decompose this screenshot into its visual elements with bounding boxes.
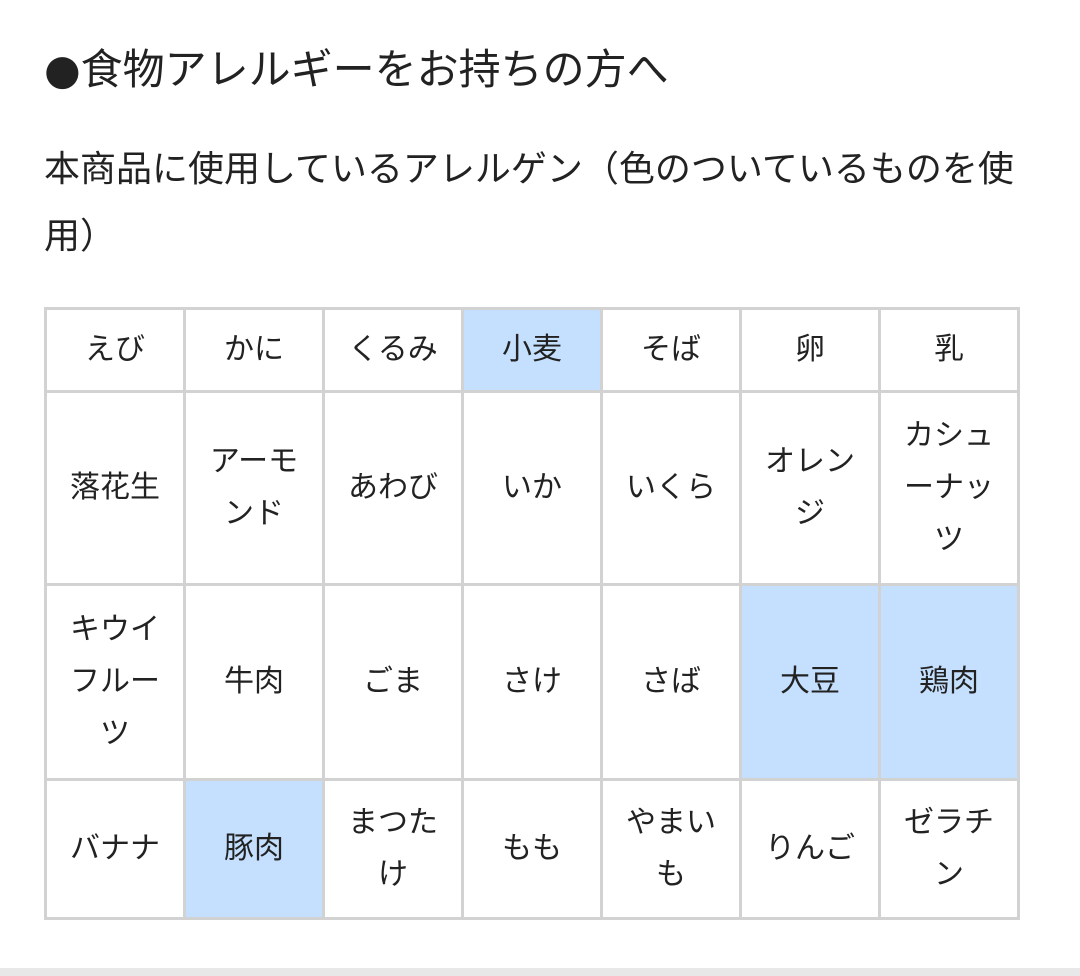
allergen-table: えび かに くるみ 小麦 そば 卵 乳落花生 アーモンド あわび いか いくら オレンジ カシューナッツ… xyxy=(44,307,1020,920)
allergen-cell: バナナ xyxy=(44,778,186,920)
allergen-cell: ごま xyxy=(322,583,464,781)
table-row: えび かに くるみ 小麦 そば 卵 乳 xyxy=(44,307,1020,393)
allergen-cell-used: 大豆 xyxy=(739,583,881,781)
allergen-name: さけ xyxy=(502,664,562,699)
allergen-cell-used: 豚肉 xyxy=(183,778,325,920)
allergen-name: ゼラチン xyxy=(904,805,994,892)
allergen-cell: りんご xyxy=(739,778,881,920)
allergen-cell: 乳 xyxy=(878,307,1020,393)
allergen-name: 落花生 xyxy=(70,470,160,505)
allergen-cell: そば xyxy=(600,307,742,393)
allergen-cell: もも xyxy=(461,778,603,920)
allergen-cell: 卵 xyxy=(739,307,881,393)
divider xyxy=(0,968,1080,976)
allergen-cell: あわび xyxy=(322,390,464,586)
allergen-cell: やまいも xyxy=(600,778,742,920)
allergen-cell: ゼラチン xyxy=(878,778,1020,920)
allergen-name: キウイフルーツ xyxy=(70,612,160,751)
allergen-cell: 牛肉 xyxy=(183,583,325,781)
allergen-cell: かに xyxy=(183,307,325,393)
allergen-cell: いくら xyxy=(600,390,742,586)
allergen-cell: まつたけ xyxy=(322,778,464,920)
allergen-name: えび xyxy=(85,332,145,367)
allergen-name: 大豆 xyxy=(780,664,840,699)
allergen-name: いくら xyxy=(626,470,716,505)
allergen-cell: オレンジ xyxy=(739,390,881,586)
table-row: キウイフルーツ 牛肉 ごま さけ さば 大豆 鶏肉 xyxy=(44,583,1020,781)
allergen-cell: くるみ xyxy=(322,307,464,393)
allergen-name: アーモンド xyxy=(209,444,299,531)
allergen-name: カシューナッツ xyxy=(904,418,994,557)
allergen-cell: えび xyxy=(44,307,186,393)
allergen-name: そば xyxy=(641,332,701,367)
allergen-cell-used: 鶏肉 xyxy=(878,583,1020,781)
allergen-name: りんご xyxy=(765,831,855,866)
allergen-name: 小麦 xyxy=(502,332,562,367)
allergen-name: くるみ xyxy=(348,332,438,367)
allergen-name: まつたけ xyxy=(348,805,438,892)
allergen-name: やまいも xyxy=(626,805,716,892)
allergen-cell-used: 小麦 xyxy=(461,307,603,393)
allergen-cell: カシューナッツ xyxy=(878,390,1020,586)
page-title: ●食物アレルギーをお持ちの方へ xyxy=(44,45,669,94)
allergen-name: あわび xyxy=(348,470,438,505)
allergen-name: さば xyxy=(641,664,701,699)
allergen-cell: さけ xyxy=(461,583,603,781)
table-row: バナナ 豚肉 まつたけ もも やまいも りんご ゼラチン xyxy=(44,778,1020,920)
allergen-name: 乳 xyxy=(934,332,964,367)
allergen-cell: 落花生 xyxy=(44,390,186,586)
allergen-description: 本商品に使用しているアレルゲン（色のついているものを使用） xyxy=(44,149,1014,257)
allergen-name: 鶏肉 xyxy=(919,664,979,699)
allergen-name: 豚肉 xyxy=(224,831,284,866)
allergen-name: 牛肉 xyxy=(224,664,284,699)
allergen-cell: さば xyxy=(600,583,742,781)
table-row: 落花生 アーモンド あわび いか いくら オレンジ カシューナッツ xyxy=(44,390,1020,586)
allergen-name: もも xyxy=(502,831,562,866)
allergen-cell: いか xyxy=(461,390,603,586)
allergen-name: 卵 xyxy=(795,332,825,367)
allergen-name: バナナ xyxy=(70,831,160,866)
allergen-name: かに xyxy=(224,332,284,367)
allergen-cell: キウイフルーツ xyxy=(44,583,186,781)
allergen-name: ごま xyxy=(363,664,423,699)
allergen-name: いか xyxy=(502,470,562,505)
allergen-cell: アーモンド xyxy=(183,390,325,586)
allergen-name: オレンジ xyxy=(765,444,855,531)
